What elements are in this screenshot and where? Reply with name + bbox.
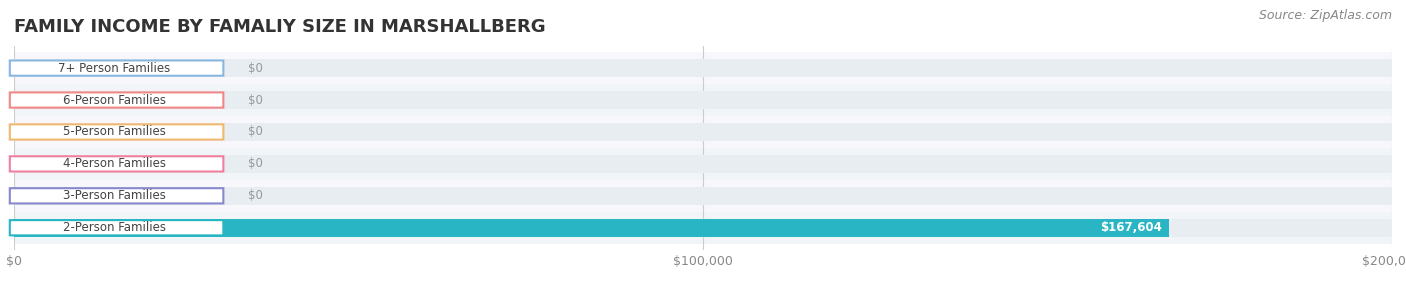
FancyBboxPatch shape (10, 60, 224, 76)
Text: $0: $0 (249, 157, 263, 170)
Text: 7+ Person Families: 7+ Person Families (58, 62, 170, 75)
Bar (14, 59, 1392, 77)
Bar (14, 148, 1392, 180)
Bar (14, 155, 1392, 173)
FancyBboxPatch shape (10, 220, 224, 235)
Bar (14, 219, 1168, 237)
Text: 6-Person Families: 6-Person Families (63, 94, 166, 106)
Bar (14, 123, 1392, 141)
Bar (14, 52, 1392, 84)
Text: $167,604: $167,604 (1099, 221, 1161, 234)
Text: 2-Person Families: 2-Person Families (63, 221, 166, 234)
Text: $0: $0 (249, 62, 263, 75)
Bar (14, 219, 1392, 237)
Text: 3-Person Families: 3-Person Families (63, 189, 166, 202)
Text: $0: $0 (249, 94, 263, 106)
Text: 4-Person Families: 4-Person Families (63, 157, 166, 170)
Text: Source: ZipAtlas.com: Source: ZipAtlas.com (1258, 9, 1392, 22)
FancyBboxPatch shape (10, 156, 224, 171)
Text: $0: $0 (249, 189, 263, 202)
Bar (14, 187, 1392, 205)
Bar (14, 116, 1392, 148)
Text: FAMILY INCOME BY FAMALIY SIZE IN MARSHALLBERG: FAMILY INCOME BY FAMALIY SIZE IN MARSHAL… (14, 18, 546, 36)
FancyBboxPatch shape (10, 92, 224, 108)
Bar (14, 212, 1392, 244)
Text: $0: $0 (249, 125, 263, 138)
Bar (14, 91, 1392, 109)
FancyBboxPatch shape (10, 188, 224, 203)
Bar (14, 84, 1392, 116)
Bar (14, 180, 1392, 212)
FancyBboxPatch shape (10, 124, 224, 140)
Text: 5-Person Families: 5-Person Families (63, 125, 166, 138)
